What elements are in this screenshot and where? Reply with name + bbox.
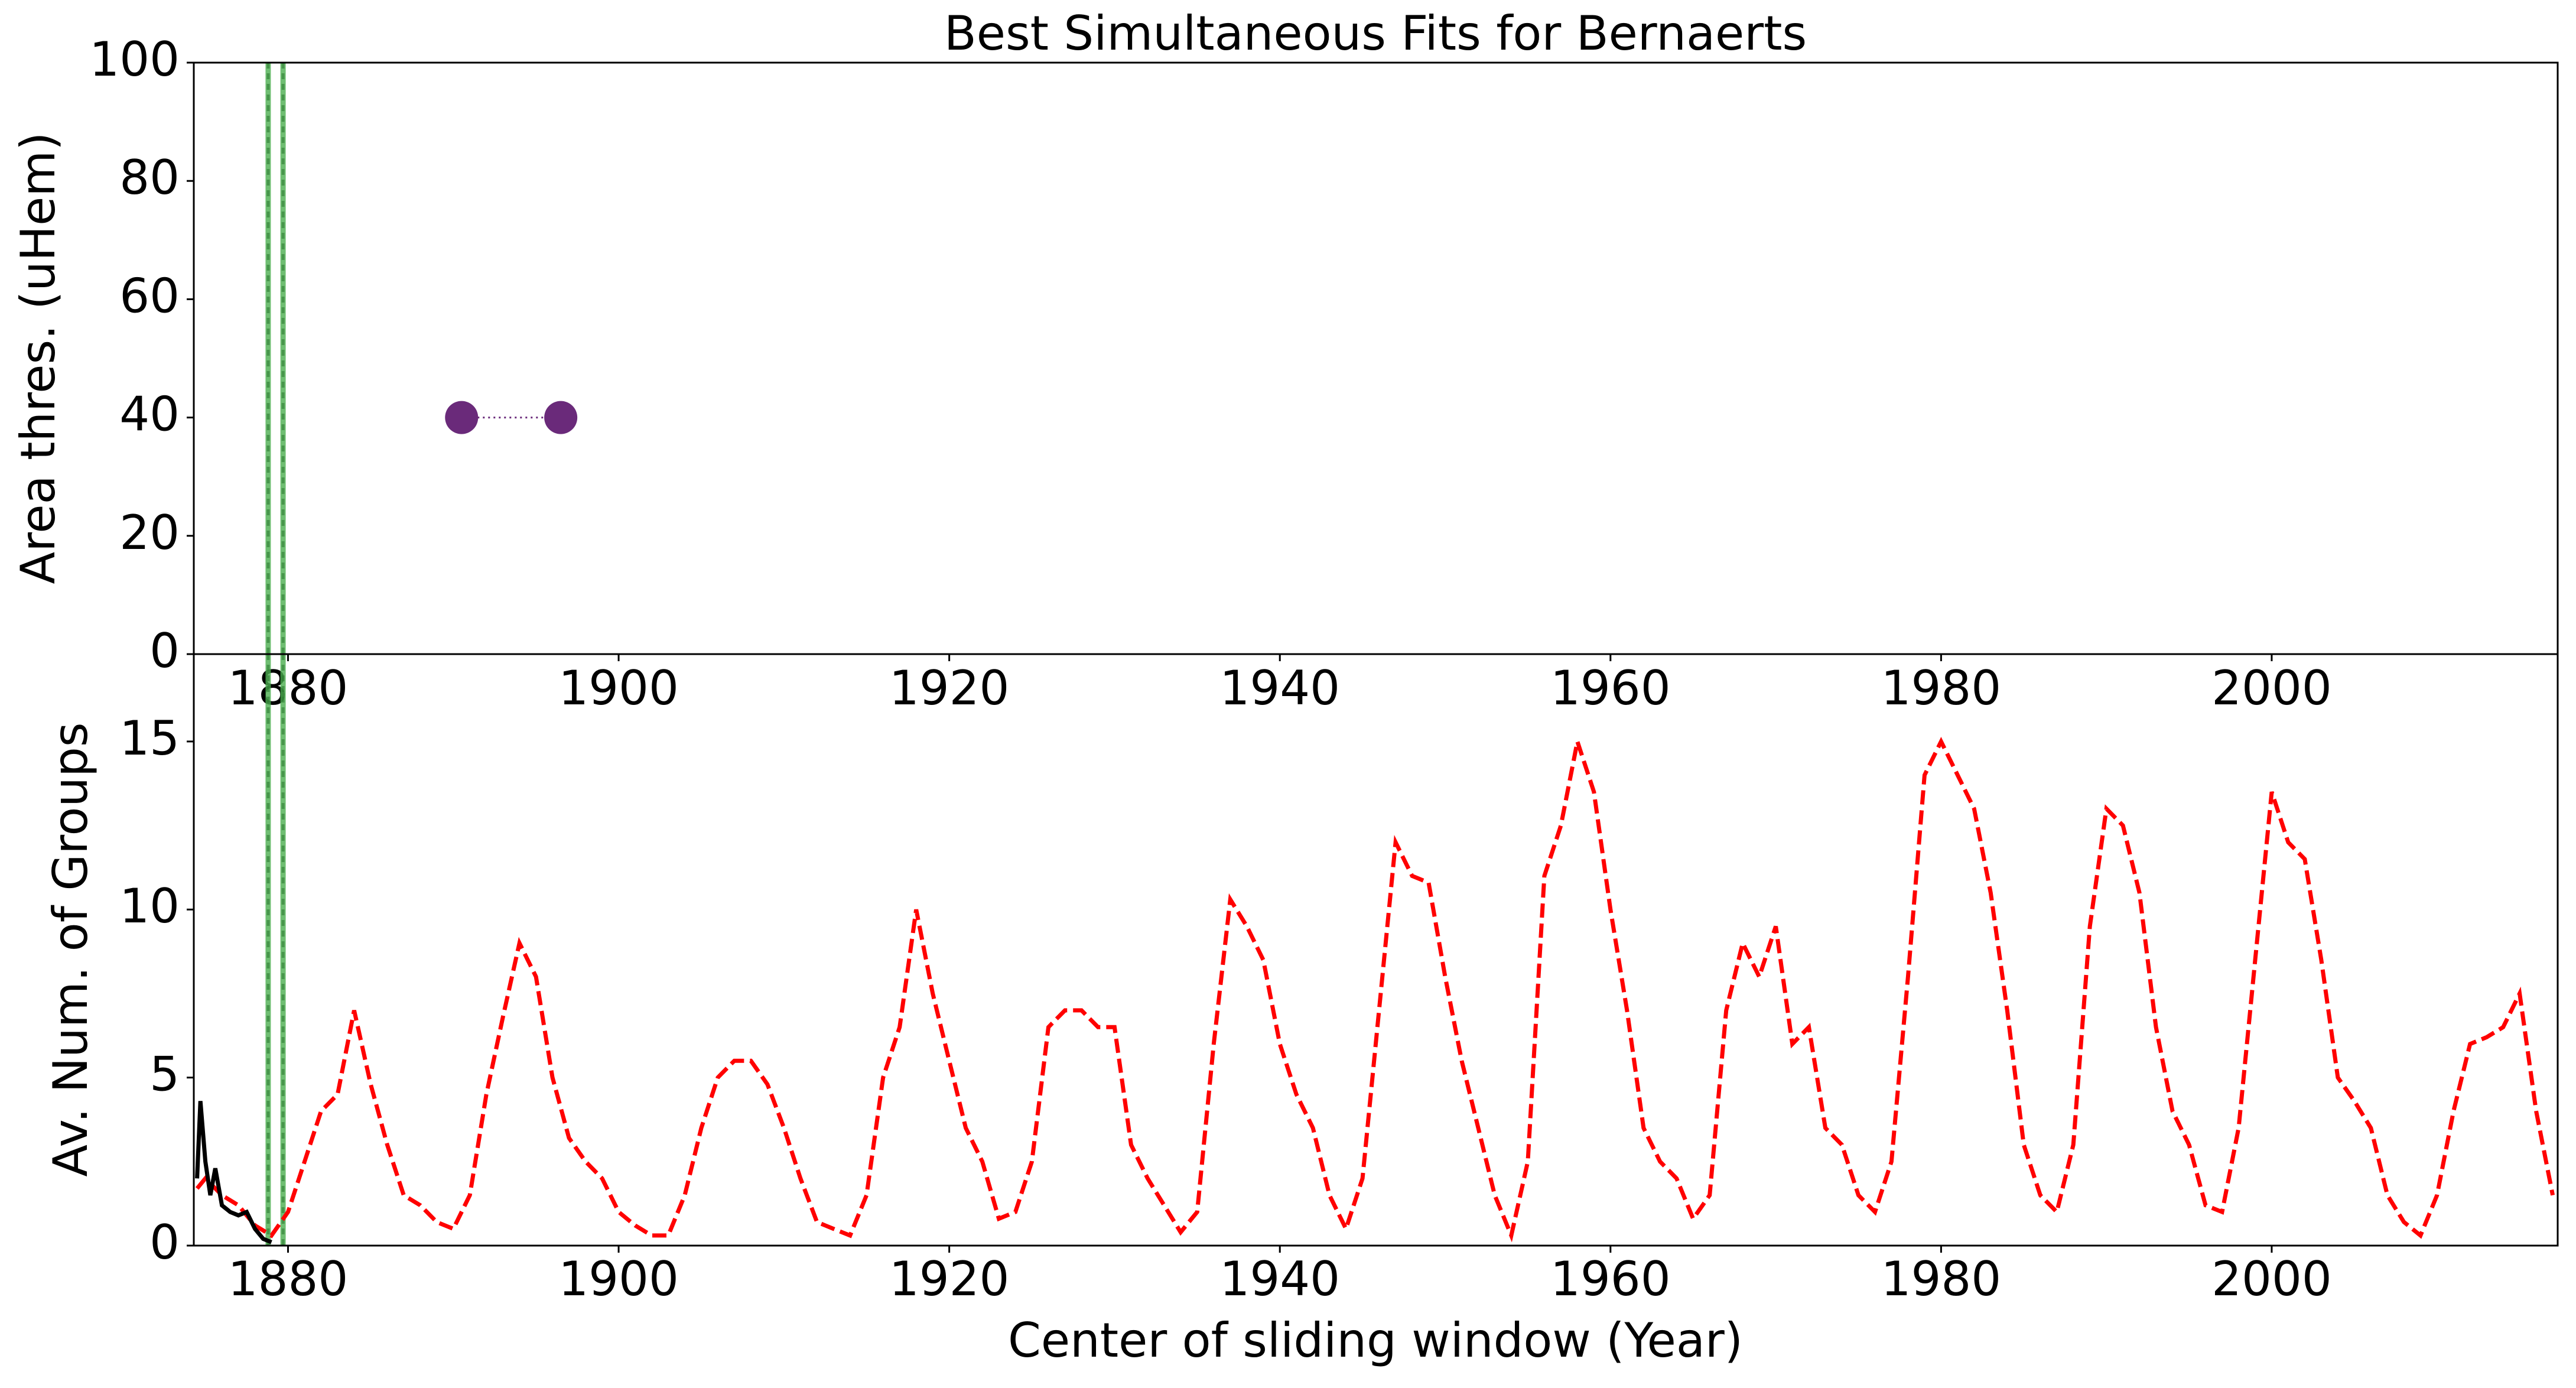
y-tick-label: 0 [149,623,180,678]
plot-frame [193,61,2559,655]
point [445,401,479,434]
x-tick-label: 2000 [2211,661,2332,716]
chart-title: Best Simultaneous Fits for Bernaerts [944,6,1807,61]
y-tick-label: 100 [89,32,180,87]
x-tick-label: 1900 [558,661,679,716]
x-tick-label: 1980 [1881,661,2002,716]
x-tick-label: 1900 [558,1252,679,1306]
line [195,733,2555,1243]
y-tick-label: 15 [119,711,180,766]
x-tick-label: 1920 [889,1252,1010,1306]
x-tick-label: 1920 [889,661,1010,716]
line [195,1101,272,1244]
y-tick-label: 5 [149,1047,180,1102]
y-tick-label: 10 [119,879,180,934]
x-tick-label: 1940 [1219,1252,1340,1306]
y-tick-label: 60 [119,268,180,323]
y-tick-label: 80 [119,150,180,205]
y-axis-label: Area thres. (uHem) [11,132,66,584]
y-tick-label: 0 [149,1215,180,1270]
x-axis-label: Center of sliding window (Year) [1008,1313,1743,1368]
x-tick-label: 1960 [1550,661,1671,716]
y-tick-label: 40 [119,387,180,442]
x-tick-label: 1880 [228,661,349,716]
x-tick-label: 1880 [228,1252,349,1306]
y-tick-label: 20 [119,505,180,560]
point [544,401,578,434]
x-tick-label: 1980 [1881,1252,2002,1306]
x-tick-label: 2000 [2211,1252,2332,1306]
y-axis-label: Av. Num. of Groups [43,722,98,1176]
x-tick-label: 1940 [1219,661,1340,716]
plot-frame [193,653,2559,1247]
x-tick-label: 1960 [1550,1252,1671,1306]
